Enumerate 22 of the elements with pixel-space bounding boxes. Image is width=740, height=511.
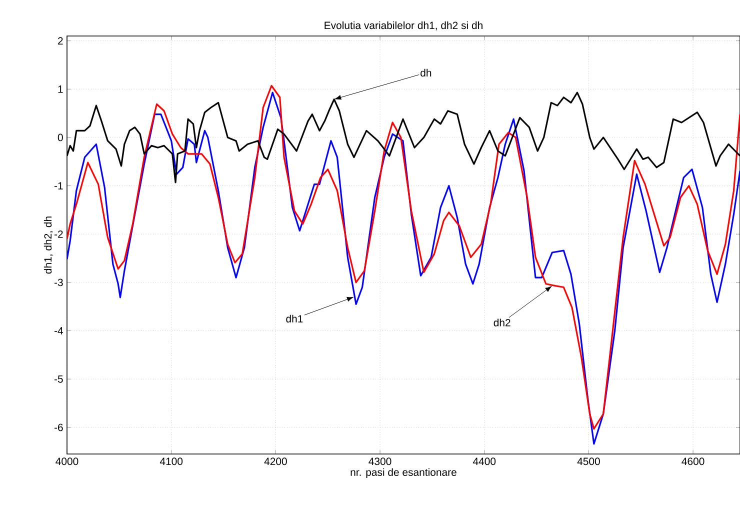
x-tick-label: 4600 — [682, 458, 704, 466]
x-axis-title: nr. pasi de esantionare — [350, 468, 456, 478]
y-tick-label: -4 — [54, 327, 64, 334]
y-tick-label: 0 — [58, 134, 63, 142]
annotation: dh2 — [494, 318, 510, 326]
x-tick-label: 4400 — [472, 458, 496, 466]
y-tick-label: -2 — [54, 230, 63, 238]
annotation: dh1 — [286, 314, 303, 323]
x-tick-label: 4100 — [160, 458, 183, 466]
y-tick-label: -1 — [54, 182, 63, 190]
y-tick-label: -5 — [54, 375, 63, 383]
y-tick-label: -3 — [54, 278, 63, 286]
y-tick-label: -6 — [54, 424, 63, 432]
x-tick-label: 4000 — [56, 458, 78, 466]
y-axis-title: dh1, dh2, dh — [44, 216, 53, 274]
x-tick-label: 4500 — [577, 458, 600, 466]
y-tick-label: 1 — [58, 86, 63, 93]
x-tick-label: 4200 — [264, 458, 287, 466]
x-tick-label: 4300 — [368, 458, 392, 466]
y-tick-label: 2 — [58, 37, 63, 44]
chart-title: Evolutia variabilelor dh1, dh2 si dh — [324, 21, 482, 30]
annotation: dh — [420, 68, 432, 77]
